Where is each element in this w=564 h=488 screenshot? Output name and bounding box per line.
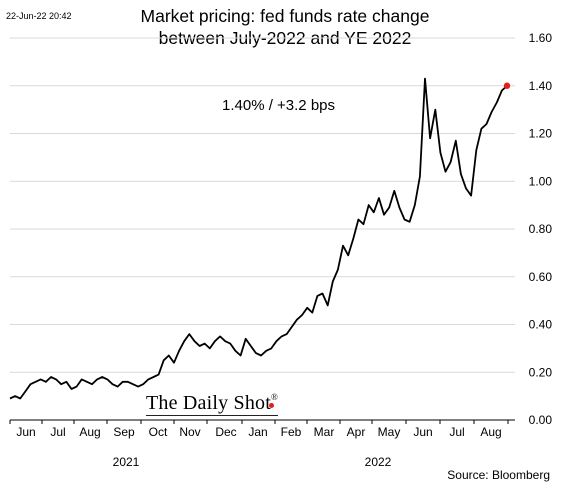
y-tick-label: 1.00	[529, 174, 553, 188]
x-tick-label: Jun	[16, 425, 35, 439]
watermark-registered-mark: ®	[271, 392, 279, 402]
daily-shot-watermark: The Daily Shot®	[146, 386, 279, 416]
x-tick-label: May	[378, 425, 401, 439]
grid-lines	[10, 37, 515, 373]
source-note: Source: Bloomberg	[447, 468, 550, 482]
x-tick-label: Jul	[449, 425, 464, 439]
x-tick-label: Nov	[179, 425, 200, 439]
y-tick-label: 0.40	[529, 318, 553, 332]
last-value-annotation: 1.40% / +3.2 bps	[222, 97, 335, 114]
timestamp: 22-Jun-22 20:42	[6, 11, 72, 21]
year-label: 2022	[365, 455, 392, 469]
watermark-text: The Daily Shot	[146, 392, 272, 414]
x-axis-ticks: Jun Jul Aug Sep Oct Nov Dec Jan Feb Mar Apr May Jun J…	[9, 420, 509, 469]
y-tick-label: 0.00	[529, 413, 553, 427]
x-tick-label: Aug	[79, 425, 100, 439]
y-tick-label: 0.60	[529, 270, 553, 284]
series-layer	[9, 77, 511, 400]
series-line	[9, 77, 508, 400]
x-tick-label: Feb	[281, 425, 302, 439]
chart-title-line-1: Market pricing: fed funds rate change	[140, 6, 430, 26]
x-tick-label: Jul	[50, 425, 65, 439]
x-tick-label: Apr	[347, 425, 366, 439]
y-tick-label: 0.80	[529, 222, 553, 236]
x-tick-label: Dec	[215, 425, 236, 439]
x-tick-label: Oct	[149, 425, 168, 439]
x-tick-label: Jan	[248, 425, 267, 439]
x-tick-label: Sep	[113, 425, 135, 439]
y-axis-ticks: 0.00 0.20 0.40 0.60 0.80 1.00 1.20 1.40 1.60	[529, 31, 553, 427]
year-label: 2021	[113, 455, 140, 469]
last-value-marker	[503, 82, 511, 89]
y-tick-label: 1.60	[529, 31, 553, 45]
y-tick-label: 1.20	[529, 127, 553, 141]
x-tick-label: Aug	[480, 425, 501, 439]
y-tick-label: 1.40	[529, 79, 553, 93]
watermark-red-dot	[269, 403, 274, 408]
y-tick-label: 0.20	[529, 365, 553, 379]
x-tick-label: Jun	[413, 425, 432, 439]
x-tick-label: Mar	[314, 425, 335, 439]
